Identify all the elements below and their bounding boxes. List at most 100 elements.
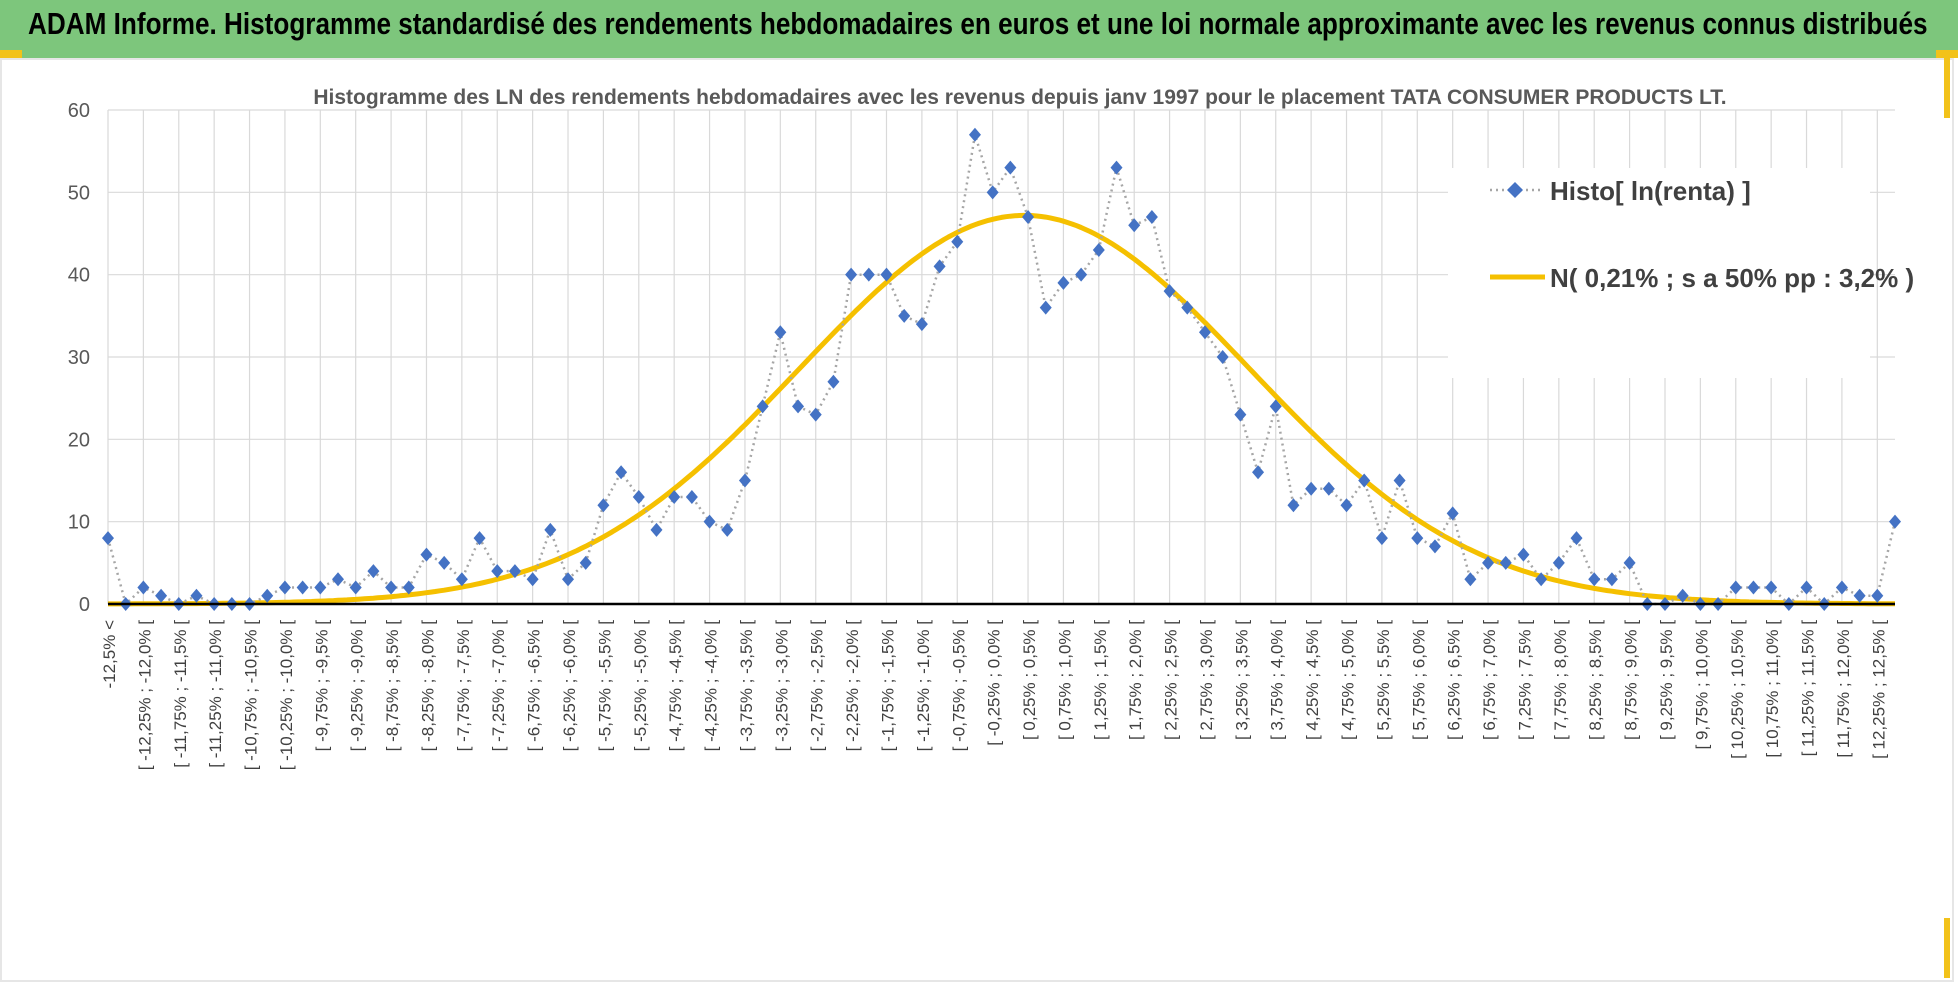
histogram-point (1676, 588, 1689, 603)
histogram-point (597, 498, 610, 513)
histogram-point (1004, 160, 1017, 175)
histogram-point (1446, 506, 1459, 521)
x-tick-label: [ 12,25% ; 12,5% [ (1869, 620, 1888, 759)
histogram-point (986, 185, 999, 200)
histogram-point (721, 522, 734, 537)
x-tick-label: [ -12,25% ; -12,0% [ (135, 620, 154, 771)
histogram-point (1428, 539, 1441, 554)
histogram-point (1198, 325, 1211, 340)
banner-corner-left (0, 50, 22, 58)
x-tick-label: [ 8,25% ; 8,5% [ (1586, 620, 1605, 740)
histogram-point (1110, 160, 1123, 175)
x-tick-label: [ 9,75% ; 10,0% [ (1692, 620, 1711, 750)
x-tick-label: [ 4,25% ; 4,5% [ (1303, 620, 1322, 740)
histogram-point (632, 489, 645, 504)
x-tick-label: -12,5% < (100, 620, 119, 689)
x-tick-label: [ -10,25% ; -10,0% [ (277, 620, 296, 771)
histogram-point (845, 267, 858, 282)
x-tick-label: [ 2,75% ; 3,0% [ (1197, 620, 1216, 740)
histogram-point (1535, 572, 1548, 587)
histogram-point (420, 547, 433, 562)
x-tick-label: [ -1,25% ; -1,0% [ (914, 620, 933, 752)
x-tick-label: [ 0,25% ; 0,5% [ (1020, 620, 1039, 740)
legend-histo-label: Histo[ ln(renta) ] (1550, 176, 1751, 206)
histogram-point (933, 259, 946, 274)
x-tick-label: [ 3,25% ; 3,5% [ (1232, 620, 1251, 740)
x-tick-label: [ 1,25% ; 1,5% [ (1091, 620, 1110, 740)
chart-frame (0, 58, 1954, 982)
histogram-chart: Histogramme des LN des rendements hebdom… (68, 86, 1914, 771)
histogram-point (1570, 531, 1583, 546)
histogram-point (1889, 514, 1901, 529)
histogram-point (1022, 210, 1035, 225)
histogram-point (915, 317, 928, 332)
histogram-point (296, 580, 309, 595)
x-tick-label: [ -4,25% ; -4,0% [ (702, 620, 721, 752)
histogram-point (827, 374, 840, 389)
histogram-point (385, 580, 398, 595)
banner: ADAM Informe. Histogramme standardisé de… (0, 0, 1958, 58)
x-tick-label: [ -5,75% ; -5,5% [ (595, 620, 614, 752)
x-tick-label: [ 5,75% ; 6,0% [ (1409, 620, 1428, 740)
x-tick-label: [ -0,25% ; 0,0% [ (985, 620, 1004, 746)
x-tick-label: [ -6,75% ; -6,5% [ (525, 620, 544, 752)
x-tick-label: [ 11,25% ; 11,5% [ (1799, 620, 1818, 757)
histogram-point (1145, 210, 1158, 225)
histogram-point (278, 580, 291, 595)
y-tick-label: 60 (68, 100, 90, 122)
histogram-point (1853, 588, 1866, 603)
histogram-point (491, 564, 504, 579)
histogram-point (1729, 580, 1742, 595)
histogram-point (1305, 481, 1318, 496)
y-tick-label: 30 (68, 347, 90, 369)
histogram-point (190, 588, 203, 603)
histogram-point (579, 555, 592, 570)
histogram-point (314, 580, 327, 595)
histogram-point (1075, 267, 1088, 282)
legend-box (1448, 168, 1870, 378)
histogram-point (1057, 275, 1070, 290)
histogram-point (1358, 473, 1371, 488)
histogram-point (1269, 399, 1282, 414)
x-tick-label: [ 2,25% ; 2,5% [ (1162, 620, 1181, 740)
y-tick-label: 0 (79, 594, 90, 616)
histogram-point (544, 522, 557, 537)
normal-curve (108, 212, 1895, 607)
histogram-point (1588, 572, 1601, 587)
histogram-point (1322, 481, 1335, 496)
x-tick-label: [ 0,75% ; 1,0% [ (1055, 620, 1074, 740)
histogram-point (402, 580, 415, 595)
accent-bar-top (1944, 58, 1950, 118)
histogram-point (1287, 498, 1300, 513)
histogram-point (1835, 580, 1848, 595)
x-tick-label: [ -6,25% ; -6,0% [ (560, 620, 579, 752)
histogram-point (332, 572, 345, 587)
histogram-point (1128, 218, 1141, 233)
histogram-point (668, 489, 681, 504)
x-tick-label: [ -5,25% ; -5,0% [ (631, 620, 650, 752)
histogram-point (862, 267, 875, 282)
histogram-point (562, 572, 575, 587)
histogram-point (137, 580, 150, 595)
histogram-point (1623, 555, 1636, 570)
histogram-point (367, 564, 380, 579)
histogram-point (703, 514, 716, 529)
histogram-point (1482, 555, 1495, 570)
x-tick-label: [ 1,75% ; 2,0% [ (1126, 620, 1145, 740)
x-tick-label: [ 10,75% ; 11,0% [ (1763, 620, 1782, 758)
x-tick-label: [ -11,25% ; -11,0% [ (206, 620, 225, 768)
y-tick-label: 50 (68, 182, 90, 204)
x-tick-label: [ -11,75% ; -11,5% [ (171, 620, 190, 768)
histogram-point (1605, 572, 1618, 587)
legend-normal-label: N( 0,21% ; s a 50% pp : 3,2% ) (1550, 263, 1914, 293)
x-tick-label: [ -3,75% ; -3,5% [ (737, 620, 756, 752)
x-tick-label: [ -8,75% ; -8,5% [ (383, 620, 402, 752)
histogram-point (738, 473, 751, 488)
x-tick-label: [ 6,75% ; 7,0% [ (1480, 620, 1499, 740)
x-tick-label: [ 11,75% ; 12,0% [ (1834, 620, 1853, 758)
y-tick-label: 40 (68, 265, 90, 287)
x-tick-label: [ -1,75% ; -1,5% [ (878, 620, 897, 752)
histogram-point (1552, 555, 1565, 570)
x-tick-label: [ 7,25% ; 7,5% [ (1515, 620, 1534, 740)
histogram-point (1517, 547, 1530, 562)
